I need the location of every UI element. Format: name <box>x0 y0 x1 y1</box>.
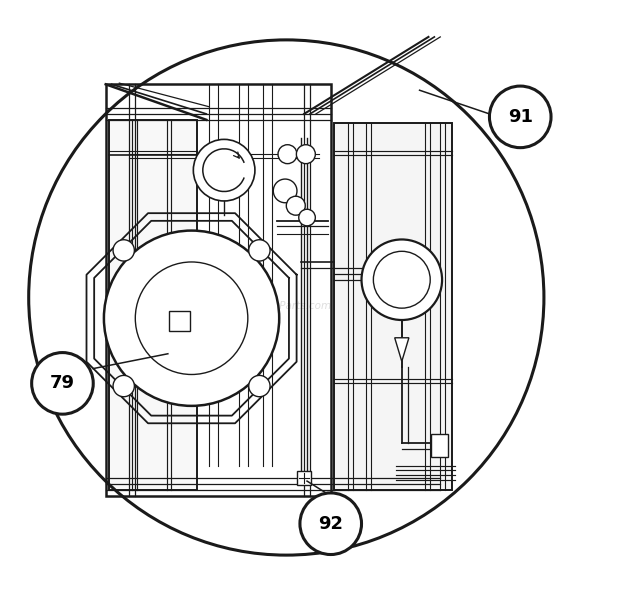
Bar <box>105 84 330 496</box>
Text: 91: 91 <box>508 108 533 126</box>
Circle shape <box>296 145 316 164</box>
Circle shape <box>299 209 316 226</box>
Bar <box>334 123 452 490</box>
Text: 92: 92 <box>318 515 343 533</box>
Bar <box>169 311 190 331</box>
Circle shape <box>113 240 135 261</box>
Circle shape <box>278 145 297 164</box>
Text: 79: 79 <box>50 374 75 392</box>
Polygon shape <box>395 338 409 361</box>
Circle shape <box>361 239 442 320</box>
Circle shape <box>249 375 270 397</box>
Bar <box>297 471 311 486</box>
Circle shape <box>273 179 297 203</box>
Circle shape <box>249 240 270 261</box>
Bar <box>432 434 448 458</box>
Bar <box>108 120 198 490</box>
Circle shape <box>489 86 551 148</box>
Text: eReplacementParts.com: eReplacementParts.com <box>205 302 332 311</box>
Circle shape <box>104 231 279 406</box>
Circle shape <box>286 196 305 215</box>
Circle shape <box>113 375 135 397</box>
Circle shape <box>300 493 361 555</box>
Circle shape <box>193 139 255 201</box>
Circle shape <box>32 353 93 414</box>
